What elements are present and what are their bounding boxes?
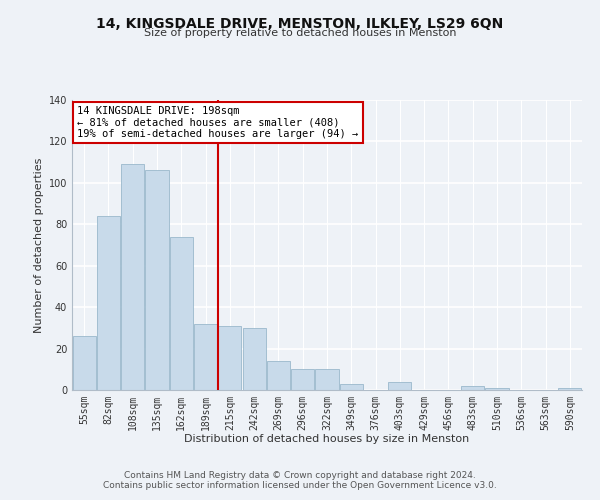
Text: Size of property relative to detached houses in Menston: Size of property relative to detached ho… — [144, 28, 456, 38]
Bar — [97, 216, 120, 390]
Bar — [291, 370, 314, 390]
Bar — [218, 326, 241, 390]
Bar — [194, 324, 217, 390]
Bar — [242, 328, 266, 390]
Bar — [340, 384, 363, 390]
Bar — [170, 236, 193, 390]
X-axis label: Distribution of detached houses by size in Menston: Distribution of detached houses by size … — [184, 434, 470, 444]
Text: Contains HM Land Registry data © Crown copyright and database right 2024.
Contai: Contains HM Land Registry data © Crown c… — [103, 470, 497, 490]
Bar — [121, 164, 144, 390]
Bar — [316, 370, 338, 390]
Bar — [267, 361, 290, 390]
Bar — [559, 388, 581, 390]
Bar — [388, 382, 412, 390]
Bar — [73, 336, 95, 390]
Bar — [485, 388, 509, 390]
Bar — [145, 170, 169, 390]
Y-axis label: Number of detached properties: Number of detached properties — [34, 158, 44, 332]
Text: 14, KINGSDALE DRIVE, MENSTON, ILKLEY, LS29 6QN: 14, KINGSDALE DRIVE, MENSTON, ILKLEY, LS… — [97, 18, 503, 32]
Text: 14 KINGSDALE DRIVE: 198sqm
← 81% of detached houses are smaller (408)
19% of sem: 14 KINGSDALE DRIVE: 198sqm ← 81% of deta… — [77, 106, 358, 139]
Bar — [461, 386, 484, 390]
